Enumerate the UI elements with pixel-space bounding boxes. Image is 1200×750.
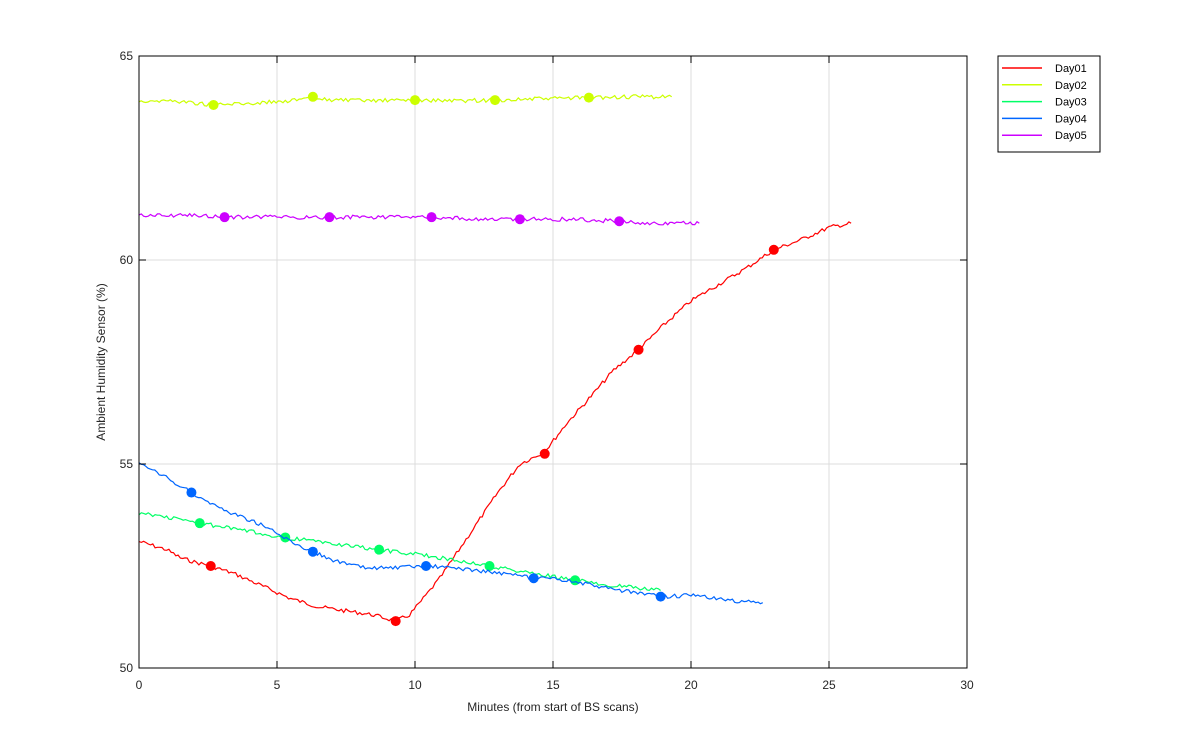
legend: Day01 Day02 Day03 Day04 Day05 — [997, 55, 1101, 153]
x-tick-label: 25 — [822, 678, 836, 692]
data-point-day03 — [374, 544, 385, 555]
data-point-day04 — [421, 561, 432, 571]
y-tick-label: 55 — [120, 457, 134, 471]
legend-item-day05: Day05 — [1002, 130, 1087, 142]
legend-item-day03: Day03 — [1002, 97, 1087, 109]
x-tick-label: 20 — [684, 678, 698, 692]
x-tick-label: 10 — [408, 678, 422, 692]
data-point-day05 — [324, 212, 335, 223]
series-day04 — [138, 462, 764, 605]
axis-ticks: 0 5 10 15 20 25 30 50 55 60 65 — [120, 49, 974, 692]
series-line-day02 — [138, 94, 673, 107]
series-day05 — [138, 212, 700, 227]
legend-label: Day03 — [1055, 97, 1087, 109]
y-axis-label: Ambient Humidity Sensor (%) — [94, 283, 108, 440]
data-point-day01 — [205, 561, 216, 571]
data-point-day02 — [583, 92, 594, 103]
series-line-day05 — [138, 212, 700, 226]
legend-label: Day05 — [1055, 130, 1087, 142]
y-tick-label: 60 — [120, 253, 134, 267]
legend-box — [997, 55, 1101, 153]
legend-item-day01: Day01 — [1002, 63, 1087, 75]
data-point-day05 — [514, 214, 525, 225]
series-line-day01 — [138, 221, 852, 623]
data-point-day04 — [307, 546, 318, 557]
data-point-day03 — [484, 561, 495, 571]
data-point-day01 — [390, 616, 401, 627]
x-axis-label: Minutes (from start of BS scans) — [467, 700, 638, 714]
y-tick-label: 50 — [120, 661, 134, 675]
legend-item-day02: Day02 — [1002, 80, 1087, 92]
legend-label: Day02 — [1055, 80, 1087, 92]
data-point-day02 — [490, 95, 501, 106]
x-tick-label: 30 — [960, 678, 974, 692]
grid-lines — [139, 56, 967, 668]
y-tick-label: 65 — [120, 49, 134, 63]
data-point-day05 — [426, 212, 437, 223]
data-point-day02 — [208, 99, 219, 110]
data-point-day02 — [410, 95, 420, 106]
data-point-day01 — [633, 344, 644, 355]
series-day01 — [138, 221, 852, 627]
data-point-day04 — [186, 487, 197, 498]
data-point-day02 — [307, 91, 318, 102]
x-tick-label: 5 — [274, 678, 281, 692]
data-point-day04 — [528, 573, 539, 584]
data-point-day05 — [614, 216, 625, 227]
data-point-day01 — [539, 448, 550, 459]
legend-item-day04: Day04 — [1002, 113, 1087, 125]
data-point-day03 — [194, 518, 205, 529]
legend-label: Day04 — [1055, 113, 1087, 125]
data-point-day01 — [768, 244, 779, 255]
data-point-day04 — [655, 591, 666, 602]
series-group — [138, 91, 852, 627]
series-day02 — [138, 91, 673, 110]
data-point-day05 — [219, 212, 230, 223]
legend-label: Day01 — [1055, 63, 1087, 75]
x-tick-label: 15 — [546, 678, 560, 692]
x-tick-label: 0 — [136, 678, 143, 692]
